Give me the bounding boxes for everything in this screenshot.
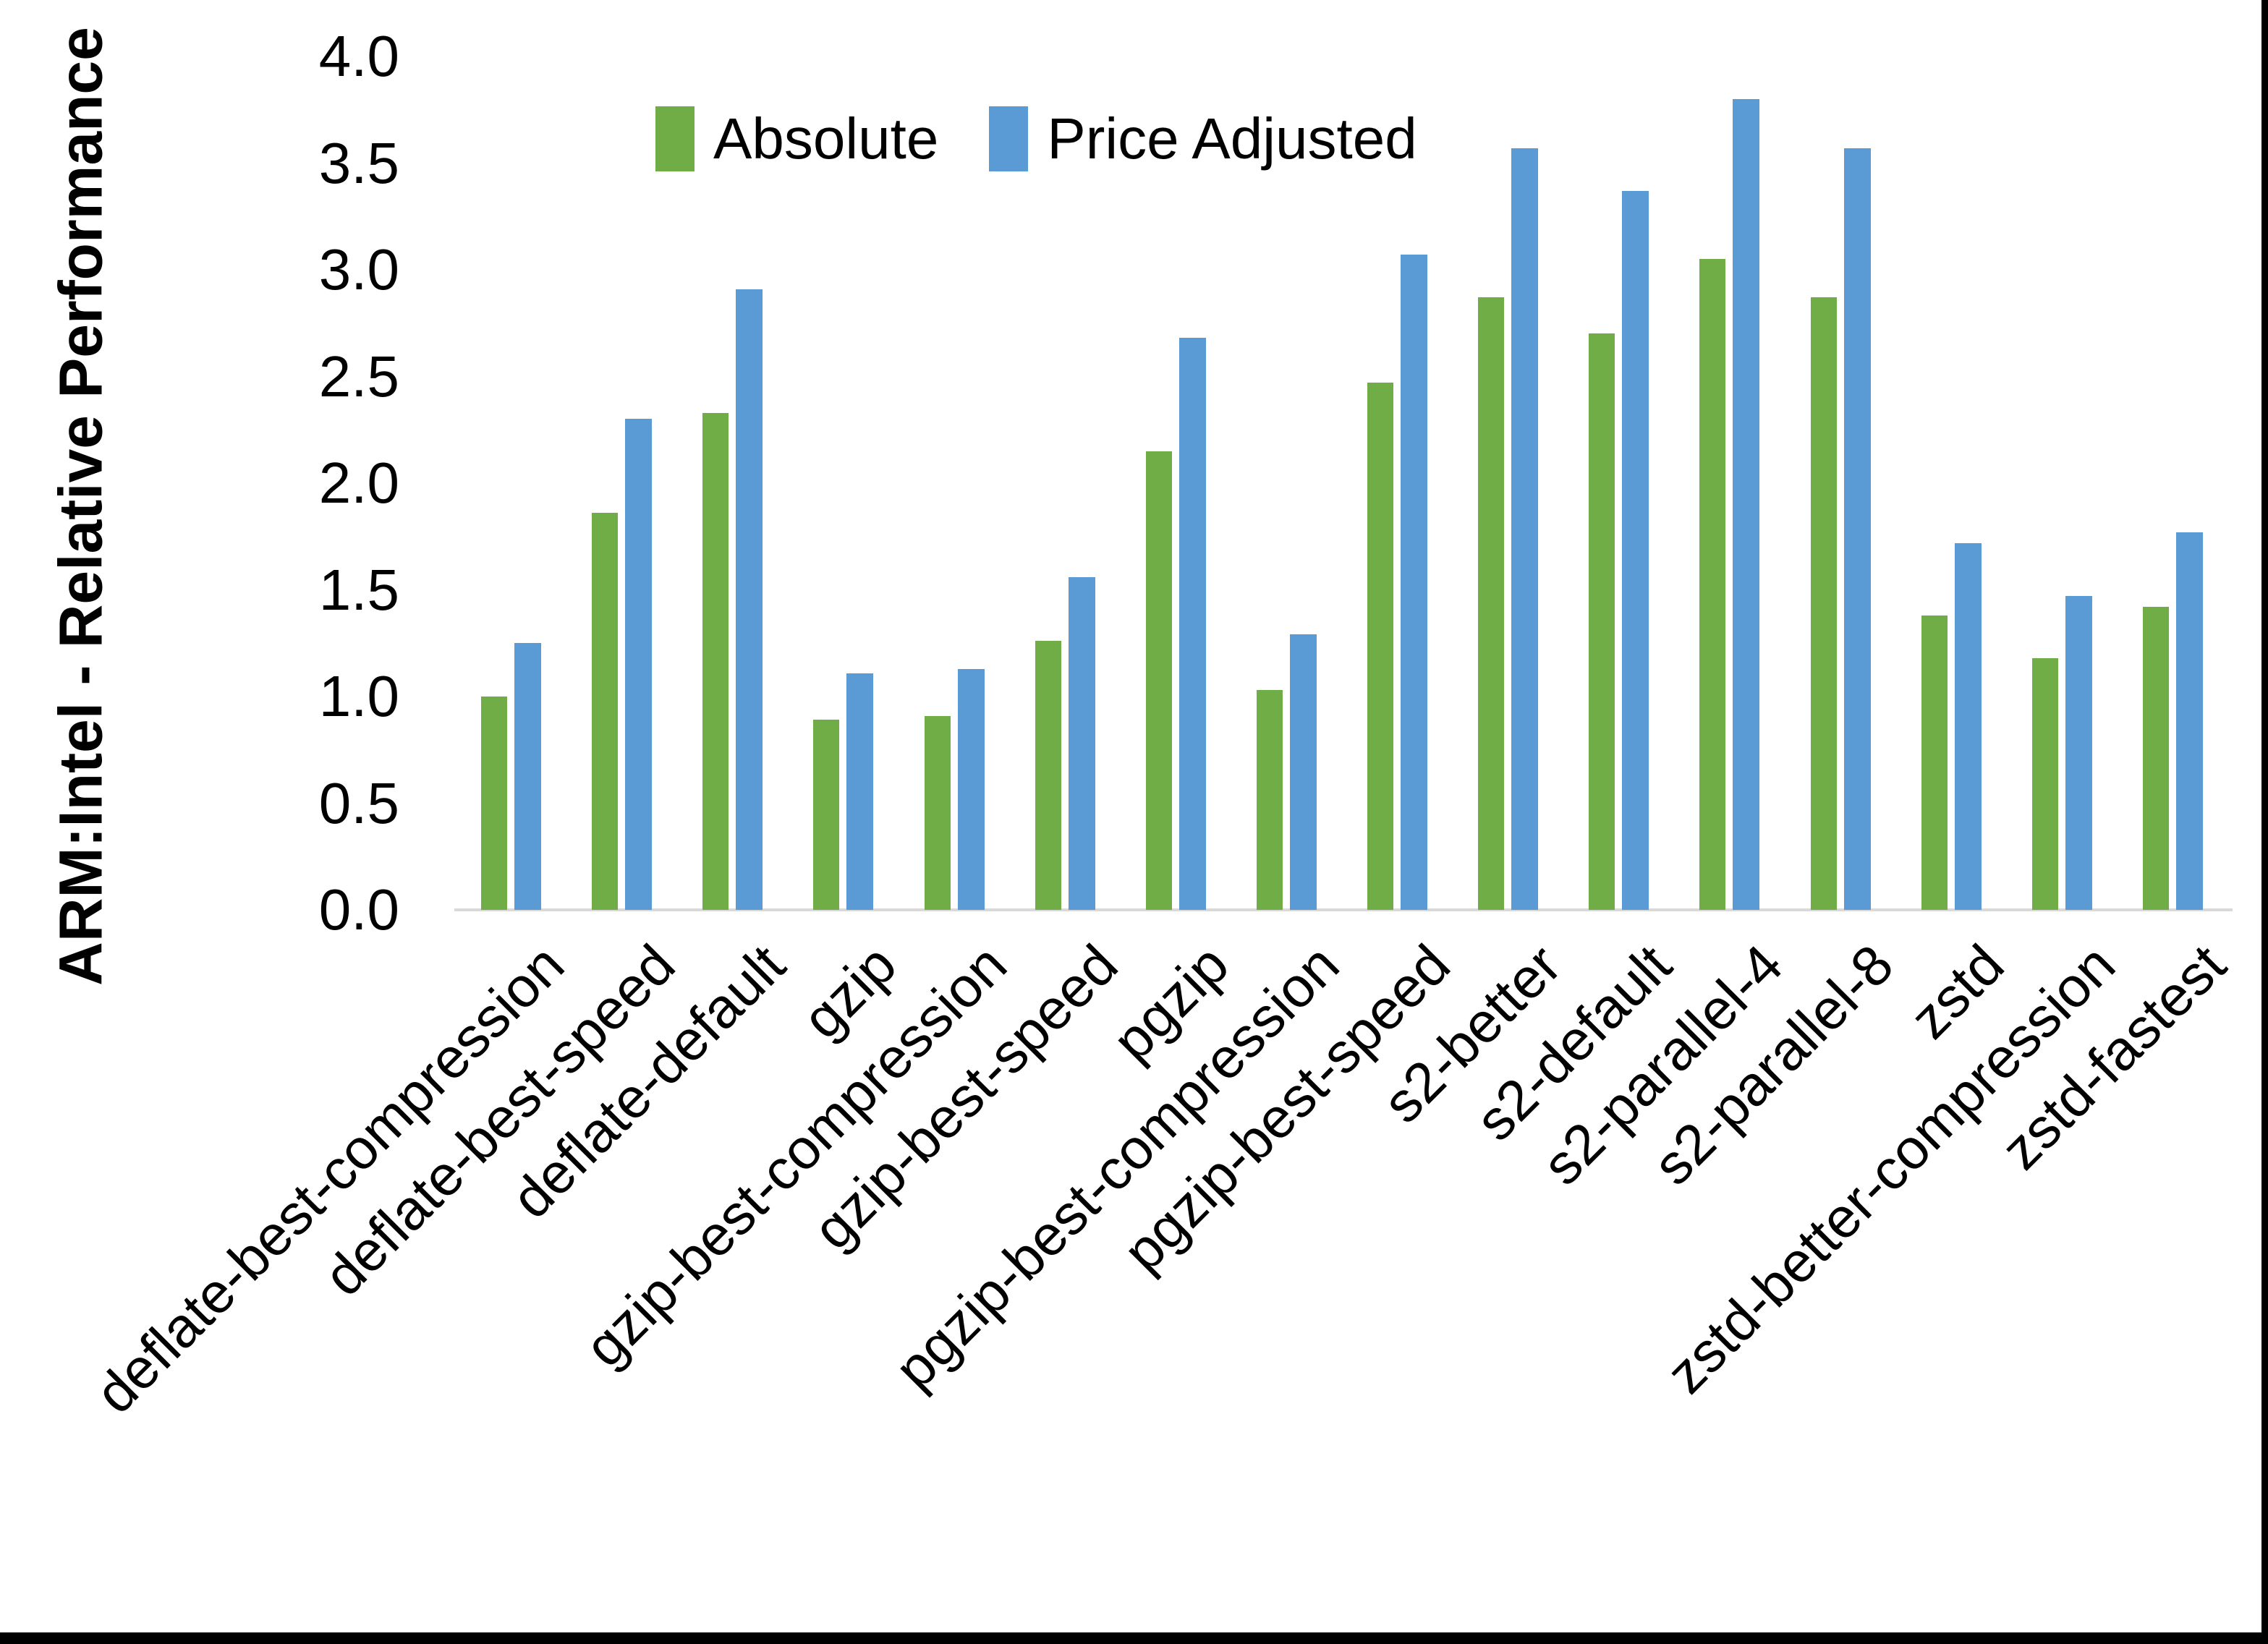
bar-absolute (592, 513, 618, 910)
bar-absolute (1811, 297, 1837, 910)
bar-price-adjusted (958, 669, 985, 910)
bar-absolute (925, 716, 951, 910)
y-tick-label: 0.0 (318, 877, 399, 942)
bar-price-adjusted (625, 419, 652, 910)
bar-absolute (1146, 451, 1172, 910)
legend-label-price-adjusted: Price Adjusted (1047, 106, 1417, 171)
y-tick-label: 1.0 (318, 664, 399, 728)
bar-absolute (1589, 333, 1615, 910)
legend-label-absolute: Absolute (713, 106, 939, 171)
bar-absolute (1035, 641, 1061, 910)
bar-price-adjusted (2176, 532, 2203, 910)
y-tick-label: 3.5 (318, 130, 399, 195)
bar-absolute (813, 720, 839, 910)
bar-price-adjusted (846, 673, 873, 910)
bar-price-adjusted (1401, 255, 1427, 910)
y-tick-label: 2.5 (318, 344, 399, 409)
bar-absolute (2032, 658, 2058, 910)
bar-absolute (702, 413, 729, 910)
bar-price-adjusted (1955, 543, 1982, 910)
legend-swatch-absolute (655, 106, 695, 171)
bar-price-adjusted (514, 643, 541, 910)
bar-price-adjusted (1622, 191, 1649, 910)
right-border-bar (2261, 0, 2268, 1644)
bar-absolute (1478, 297, 1504, 910)
bar-price-adjusted (1179, 338, 1206, 910)
category-label: deflate-best-compression (82, 932, 576, 1426)
legend: Absolute Price Adjusted (655, 106, 1417, 172)
bar-absolute (2143, 607, 2169, 910)
y-tick-label: 1.5 (318, 557, 399, 622)
bar-absolute (1921, 616, 1948, 910)
bar-price-adjusted (1733, 99, 1759, 910)
bar-price-adjusted (1844, 148, 1871, 910)
y-tick-label: 3.0 (318, 237, 399, 302)
bar-price-adjusted (736, 289, 763, 910)
bar-price-adjusted (1511, 148, 1538, 910)
bar-absolute (1257, 690, 1283, 910)
bar-price-adjusted (1069, 577, 1095, 910)
bottom-border-bar (0, 1632, 2268, 1644)
bar-absolute (1699, 259, 1725, 910)
y-tick-label: 4.0 (318, 24, 399, 88)
x-axis-line (454, 908, 2233, 911)
y-tick-label: 2.0 (318, 451, 399, 515)
y-axis-title: ARM:Intel - Relative Performance (46, 27, 115, 986)
legend-swatch-price-adjusted (989, 106, 1029, 171)
bar-price-adjusted (2065, 596, 2092, 910)
bar-absolute (1367, 383, 1393, 910)
bar-price-adjusted (1290, 634, 1317, 910)
bar-absolute (481, 697, 507, 910)
y-tick-label: 0.5 (318, 770, 399, 835)
